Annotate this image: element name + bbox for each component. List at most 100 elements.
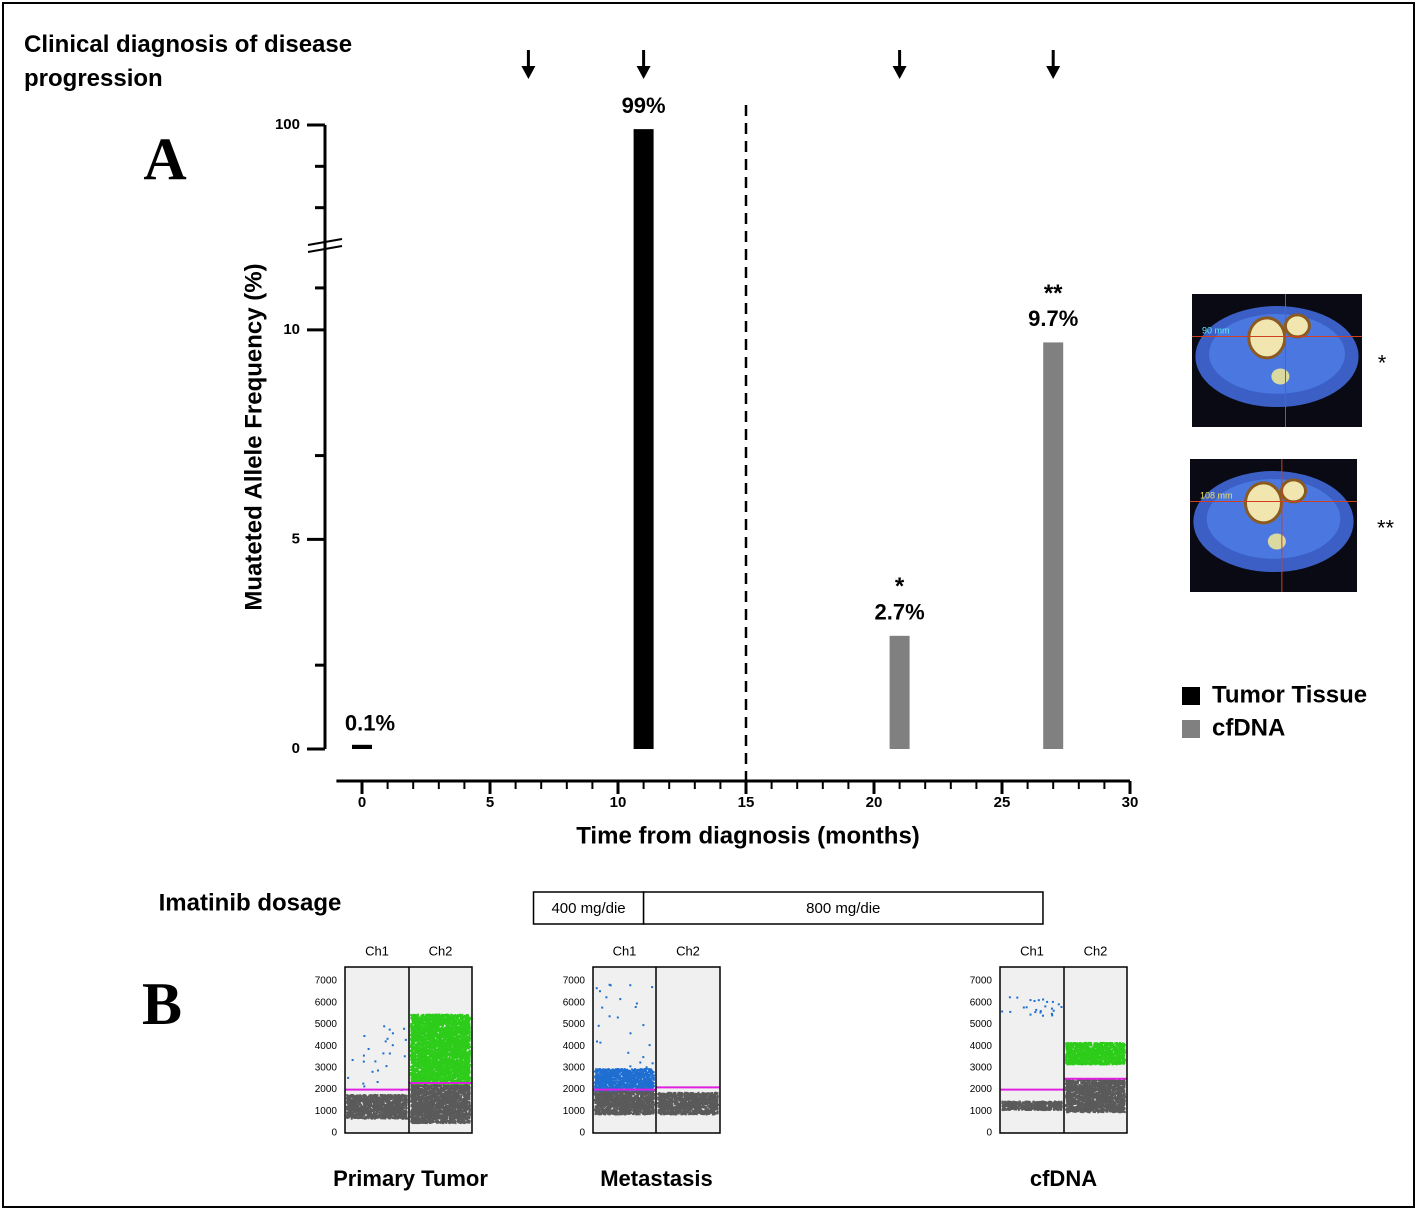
y-tick-label: 2000 (315, 1084, 338, 1095)
y-tick-label: 0 (579, 1128, 585, 1139)
y-tick-label: 4000 (970, 1041, 993, 1052)
y-tick-label: 7000 (315, 976, 338, 987)
panel-label: A (143, 126, 186, 192)
droplet-cloud (594, 1067, 655, 1092)
ct-spine (1267, 533, 1286, 550)
plot-title: Metastasis (600, 1166, 713, 1191)
y-tick-label: 0 (331, 1128, 337, 1139)
ct-lesion (1247, 316, 1287, 360)
ct-marker: ** (1377, 515, 1395, 540)
ct-organ (1283, 313, 1311, 339)
dosage-label: Imatinib dosage (159, 889, 342, 916)
y-tick-label: 2000 (970, 1084, 993, 1095)
legend-label: cfDNA (1212, 714, 1285, 741)
y-tick-label: 7000 (563, 976, 586, 987)
y-tick-label: 5000 (970, 1019, 993, 1030)
y-tick-label: 6000 (970, 997, 993, 1008)
y-tick-label: 0 (292, 740, 300, 757)
y-tick-label: 1000 (315, 1106, 338, 1117)
droplet-cloud (657, 1091, 719, 1116)
annotation: ** (1044, 280, 1063, 307)
ct-marker: * (1378, 350, 1387, 375)
x-tick-label: 5 (486, 794, 494, 811)
legend-swatch (1182, 720, 1200, 738)
ct-measure: 108 mm (1200, 491, 1233, 501)
channel-label: Ch2 (1084, 943, 1108, 958)
plot-title: Primary Tumor (333, 1166, 488, 1191)
legend-label: Tumor Tissue (1212, 681, 1367, 708)
channel-label: Ch2 (429, 943, 453, 958)
x-tick-label: 25 (994, 794, 1011, 811)
droplet-cloud (594, 1089, 655, 1116)
ct-image: 108 mm ** (1190, 459, 1395, 592)
bar (1043, 342, 1064, 749)
ct-lesion (1243, 481, 1283, 525)
axis-break (307, 238, 343, 246)
y-tick-label: 1000 (970, 1106, 993, 1117)
droplet-cloud (1065, 1078, 1126, 1114)
y-tick-label: 5 (292, 530, 300, 547)
arrow-head (892, 66, 907, 79)
x-tick-label: 20 (866, 794, 883, 811)
x-tick-label: 15 (738, 794, 755, 811)
arrow-head (521, 66, 536, 79)
x-tick-label: 10 (610, 794, 627, 811)
droplet-cloud (346, 1093, 408, 1120)
ct-spine (1271, 368, 1290, 385)
droplet-cloud (410, 1083, 471, 1125)
y-tick-label: 3000 (563, 1062, 586, 1073)
y-tick-label: 10 (283, 321, 300, 338)
axis-break (307, 245, 343, 253)
y-tick-label: 5000 (315, 1019, 338, 1030)
dosage-box (532, 891, 645, 925)
channel-label: Ch2 (676, 943, 700, 958)
channel-label: Ch1 (365, 943, 389, 958)
bar (352, 744, 372, 749)
arrow-head (1046, 66, 1061, 79)
y-tick-label: 0 (986, 1128, 992, 1139)
droplet-cloud (410, 1013, 471, 1086)
droplet-cloud (1065, 1041, 1126, 1066)
y-tick-label: 4000 (563, 1041, 586, 1052)
y-tick-label: 6000 (315, 997, 338, 1008)
x-axis-label: Time from diagnosis (months) (576, 822, 920, 849)
y-tick-label: 4000 (315, 1041, 338, 1052)
y-tick-label: 3000 (315, 1062, 338, 1073)
droplet-cloud (595, 983, 654, 1069)
arrow-head (636, 66, 651, 79)
ct-image: 90 mm * (1192, 294, 1387, 427)
data-label: 2.7% (875, 600, 925, 625)
dosage-text: 400 mg/die (551, 900, 625, 917)
droplet-cloud (1001, 1100, 1063, 1112)
y-tick-label: 1000 (563, 1106, 586, 1117)
title: Clinical diagnosis of disease progressio… (24, 31, 353, 92)
y-tick-label: 6000 (563, 997, 586, 1008)
x-tick-label: 30 (1122, 794, 1139, 811)
bar (633, 129, 654, 750)
data-label: 9.7% (1028, 306, 1078, 331)
annotation: * (895, 573, 905, 600)
y-tick-label: 100 (275, 116, 300, 133)
channel-label: Ch1 (1020, 943, 1044, 958)
ct-organ (1280, 478, 1308, 504)
y-tick-label: 5000 (563, 1019, 586, 1030)
y-tick-label: 7000 (970, 976, 993, 987)
droplet-cloud (1001, 996, 1063, 1017)
ct-measure: 90 mm (1202, 326, 1230, 336)
dosage-box (642, 891, 1044, 925)
channel-label: Ch1 (613, 943, 637, 958)
y-axis-label: Muateted Allele Frequency (%) (240, 263, 267, 610)
data-label: 0.1% (345, 711, 395, 736)
x-tick-label: 0 (358, 794, 366, 811)
y-tick-label: 2000 (563, 1084, 586, 1095)
bar (889, 635, 910, 749)
panel-label: B (142, 971, 182, 1037)
dosage-text: 800 mg/die (806, 900, 880, 917)
legend-swatch (1182, 687, 1200, 705)
data-label: 99% (622, 93, 666, 118)
y-tick-label: 3000 (970, 1062, 993, 1073)
plot-title: cfDNA (1030, 1166, 1097, 1191)
